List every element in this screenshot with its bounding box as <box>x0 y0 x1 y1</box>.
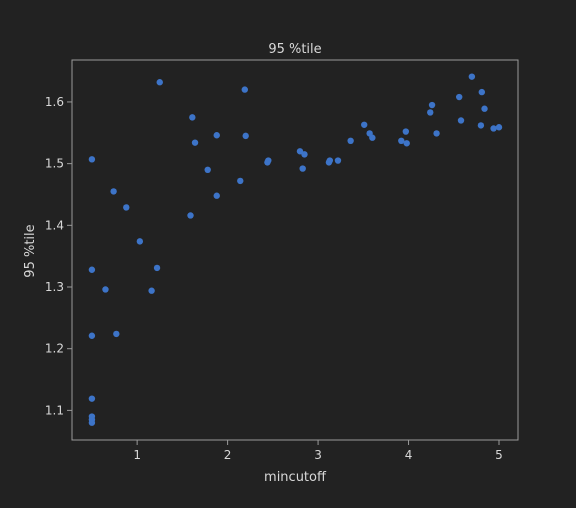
scatter-point <box>495 124 503 131</box>
scatter-point <box>136 238 144 245</box>
scatter-point <box>398 137 405 145</box>
scatter-point <box>88 266 96 273</box>
scatter-point <box>433 130 440 137</box>
scatter-point <box>265 157 272 164</box>
scatter-point <box>156 79 163 86</box>
x-axis-title: mincutoff <box>264 470 327 485</box>
y-tick-label: 1.4 <box>45 218 64 232</box>
scatter-point <box>301 151 308 158</box>
scatter-point <box>213 132 220 139</box>
scatter-point <box>187 212 194 219</box>
x-tick-label: 3 <box>314 448 322 462</box>
y-tick-label: 1.6 <box>45 95 64 109</box>
scatter-point <box>237 177 244 185</box>
plot-area-frame <box>71 59 519 441</box>
scatter-point <box>478 88 486 96</box>
scatter-point <box>123 204 130 211</box>
scatter-point <box>455 93 463 101</box>
scatter-point <box>189 114 196 121</box>
scatter-point <box>191 139 199 146</box>
scatter-point <box>242 132 249 140</box>
scatter-point <box>481 105 488 112</box>
scatter-point <box>296 148 304 155</box>
x-tick-label: 1 <box>133 448 141 462</box>
scatter-point <box>110 188 117 195</box>
scatter-point <box>428 101 436 109</box>
scatter-point <box>241 86 248 93</box>
scatter-point <box>113 330 120 338</box>
scatter-point <box>326 157 334 164</box>
scatter-point <box>361 121 368 128</box>
chart-title: 95 %tile <box>268 42 321 57</box>
scatter-point <box>403 140 410 147</box>
y-tick-label: 1.1 <box>45 403 64 417</box>
scatter-point <box>457 117 465 124</box>
scatter-point <box>477 122 485 129</box>
scatter-point <box>88 156 96 163</box>
scatter-point <box>88 395 96 402</box>
y-tick-label: 1.3 <box>45 280 64 294</box>
y-tick-label: 1.5 <box>45 157 64 171</box>
scatter-point <box>88 332 96 339</box>
scatter-point <box>102 286 109 293</box>
scatter-point <box>299 165 306 172</box>
x-tick-label: 4 <box>405 448 413 462</box>
y-axis-title: 95 %tile <box>23 224 38 277</box>
x-tick-label: 5 <box>495 448 503 462</box>
scatter-point <box>148 287 155 294</box>
scatter-point <box>88 419 96 426</box>
scatter-point <box>347 137 354 145</box>
scatter-point <box>204 166 211 174</box>
scatter-point <box>402 128 410 135</box>
scatter-point <box>334 157 342 164</box>
x-tick-label: 2 <box>224 448 232 462</box>
scatter-point <box>490 125 497 132</box>
scatter-point <box>427 109 434 116</box>
scatter-point <box>369 134 376 141</box>
y-tick-label: 1.2 <box>45 342 64 356</box>
scatter-point <box>153 264 161 272</box>
scatter-point <box>213 192 220 199</box>
scatter-point <box>468 73 476 80</box>
